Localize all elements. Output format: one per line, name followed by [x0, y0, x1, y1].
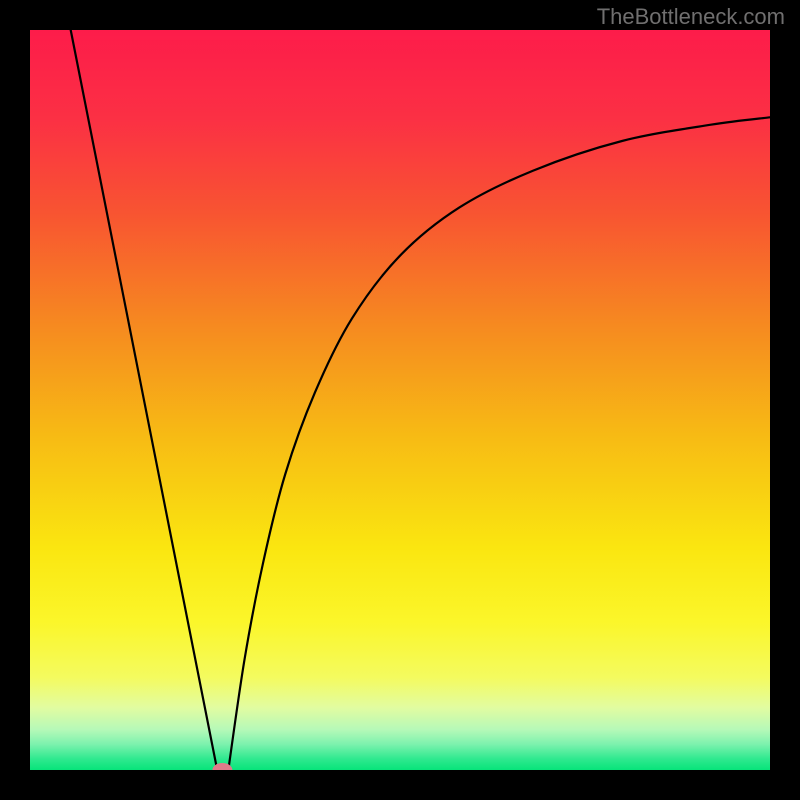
frame-border-right	[770, 0, 800, 800]
watermark-text: TheBottleneck.com	[597, 4, 785, 30]
frame-border-left	[0, 0, 30, 800]
chart-frame: TheBottleneck.com	[0, 0, 800, 800]
plot-background	[30, 30, 770, 770]
frame-border-bottom	[0, 770, 800, 800]
plot-svg	[0, 0, 800, 800]
